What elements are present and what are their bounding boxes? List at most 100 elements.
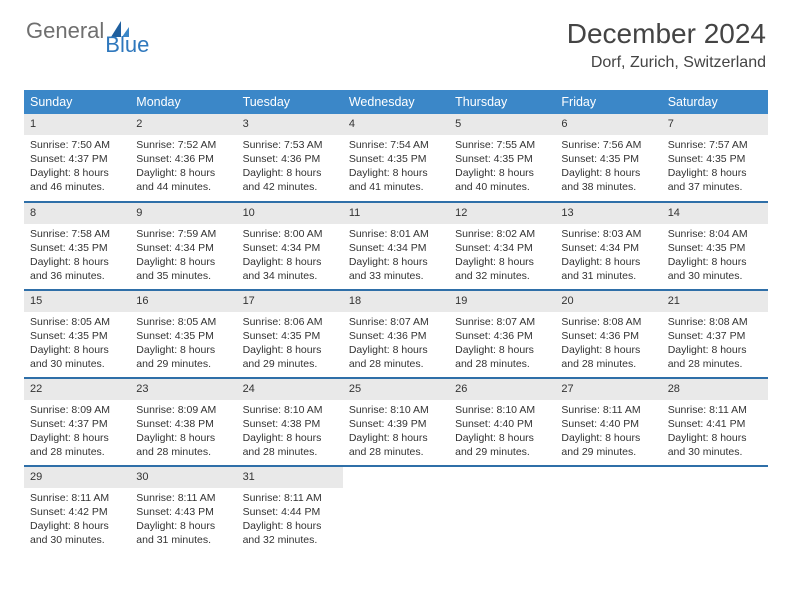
daylight-line: Daylight: 8 hours and 35 minutes. xyxy=(136,255,230,283)
sunrise-line: Sunrise: 8:09 AM xyxy=(136,403,230,417)
day-number: 24 xyxy=(237,379,343,400)
day-body: Sunrise: 8:11 AMSunset: 4:44 PMDaylight:… xyxy=(237,488,343,553)
sunrise-line: Sunrise: 7:58 AM xyxy=(30,227,124,241)
sunset-line: Sunset: 4:34 PM xyxy=(561,241,655,255)
calendar-day-cell: 8Sunrise: 7:58 AMSunset: 4:35 PMDaylight… xyxy=(24,202,130,290)
sunrise-line: Sunrise: 7:55 AM xyxy=(455,138,549,152)
calendar-day-cell: 19Sunrise: 8:07 AMSunset: 4:36 PMDayligh… xyxy=(449,290,555,378)
daylight-line: Daylight: 8 hours and 44 minutes. xyxy=(136,166,230,194)
weekday-friday: Friday xyxy=(555,90,661,114)
day-number: 19 xyxy=(449,291,555,312)
sunrise-line: Sunrise: 8:11 AM xyxy=(561,403,655,417)
day-body: Sunrise: 8:09 AMSunset: 4:37 PMDaylight:… xyxy=(24,400,130,465)
day-number: 3 xyxy=(237,114,343,135)
calendar-day-cell: 4Sunrise: 7:54 AMSunset: 4:35 PMDaylight… xyxy=(343,114,449,202)
location-text: Dorf, Zurich, Switzerland xyxy=(567,54,766,72)
daylight-line: Daylight: 8 hours and 37 minutes. xyxy=(668,166,762,194)
day-number: 22 xyxy=(24,379,130,400)
calendar-day-cell: 3Sunrise: 7:53 AMSunset: 4:36 PMDaylight… xyxy=(237,114,343,202)
calendar-day-cell: 29Sunrise: 8:11 AMSunset: 4:42 PMDayligh… xyxy=(24,466,130,554)
day-body: Sunrise: 7:58 AMSunset: 4:35 PMDaylight:… xyxy=(24,224,130,289)
day-body: Sunrise: 7:57 AMSunset: 4:35 PMDaylight:… xyxy=(662,135,768,200)
calendar-day-cell: 27Sunrise: 8:11 AMSunset: 4:40 PMDayligh… xyxy=(555,378,661,466)
calendar-day-cell: 14Sunrise: 8:04 AMSunset: 4:35 PMDayligh… xyxy=(662,202,768,290)
daylight-line: Daylight: 8 hours and 28 minutes. xyxy=(136,431,230,459)
calendar-day-cell: 28Sunrise: 8:11 AMSunset: 4:41 PMDayligh… xyxy=(662,378,768,466)
daylight-line: Daylight: 8 hours and 31 minutes. xyxy=(136,519,230,547)
sunrise-line: Sunrise: 8:06 AM xyxy=(243,315,337,329)
sunrise-line: Sunrise: 8:10 AM xyxy=(455,403,549,417)
day-body: Sunrise: 8:07 AMSunset: 4:36 PMDaylight:… xyxy=(449,312,555,377)
day-number: 28 xyxy=(662,379,768,400)
daylight-line: Daylight: 8 hours and 33 minutes. xyxy=(349,255,443,283)
calendar-day-cell: 12Sunrise: 8:02 AMSunset: 4:34 PMDayligh… xyxy=(449,202,555,290)
sunrise-line: Sunrise: 8:10 AM xyxy=(349,403,443,417)
sunrise-line: Sunrise: 7:50 AM xyxy=(30,138,124,152)
calendar-day-cell: 18Sunrise: 8:07 AMSunset: 4:36 PMDayligh… xyxy=(343,290,449,378)
sunset-line: Sunset: 4:44 PM xyxy=(243,505,337,519)
calendar-day-cell: 5Sunrise: 7:55 AMSunset: 4:35 PMDaylight… xyxy=(449,114,555,202)
calendar-day-cell: 11Sunrise: 8:01 AMSunset: 4:34 PMDayligh… xyxy=(343,202,449,290)
calendar-day-cell: 10Sunrise: 8:00 AMSunset: 4:34 PMDayligh… xyxy=(237,202,343,290)
calendar-day-cell: 21Sunrise: 8:08 AMSunset: 4:37 PMDayligh… xyxy=(662,290,768,378)
weekday-wednesday: Wednesday xyxy=(343,90,449,114)
day-body: Sunrise: 7:53 AMSunset: 4:36 PMDaylight:… xyxy=(237,135,343,200)
daylight-line: Daylight: 8 hours and 40 minutes. xyxy=(455,166,549,194)
day-number: 21 xyxy=(662,291,768,312)
sunrise-line: Sunrise: 8:08 AM xyxy=(668,315,762,329)
day-number: 23 xyxy=(130,379,236,400)
day-body: Sunrise: 8:11 AMSunset: 4:43 PMDaylight:… xyxy=(130,488,236,553)
daylight-line: Daylight: 8 hours and 29 minutes. xyxy=(561,431,655,459)
sunrise-line: Sunrise: 8:11 AM xyxy=(243,491,337,505)
day-number: 15 xyxy=(24,291,130,312)
sunset-line: Sunset: 4:36 PM xyxy=(136,152,230,166)
sunset-line: Sunset: 4:42 PM xyxy=(30,505,124,519)
day-body: Sunrise: 7:52 AMSunset: 4:36 PMDaylight:… xyxy=(130,135,236,200)
sunset-line: Sunset: 4:36 PM xyxy=(455,329,549,343)
sunrise-line: Sunrise: 8:05 AM xyxy=(136,315,230,329)
sunset-line: Sunset: 4:34 PM xyxy=(136,241,230,255)
daylight-line: Daylight: 8 hours and 28 minutes. xyxy=(243,431,337,459)
calendar-day-cell: 2Sunrise: 7:52 AMSunset: 4:36 PMDaylight… xyxy=(130,114,236,202)
weekday-tuesday: Tuesday xyxy=(237,90,343,114)
daylight-line: Daylight: 8 hours and 28 minutes. xyxy=(455,343,549,371)
day-number: 11 xyxy=(343,203,449,224)
day-body: Sunrise: 7:59 AMSunset: 4:34 PMDaylight:… xyxy=(130,224,236,289)
sunset-line: Sunset: 4:38 PM xyxy=(136,417,230,431)
day-number: 2 xyxy=(130,114,236,135)
daylight-line: Daylight: 8 hours and 38 minutes. xyxy=(561,166,655,194)
daylight-line: Daylight: 8 hours and 29 minutes. xyxy=(243,343,337,371)
day-body: Sunrise: 8:07 AMSunset: 4:36 PMDaylight:… xyxy=(343,312,449,377)
sunset-line: Sunset: 4:40 PM xyxy=(561,417,655,431)
day-number: 26 xyxy=(449,379,555,400)
day-number: 7 xyxy=(662,114,768,135)
calendar-week-row: 29Sunrise: 8:11 AMSunset: 4:42 PMDayligh… xyxy=(24,466,768,554)
day-body: Sunrise: 8:05 AMSunset: 4:35 PMDaylight:… xyxy=(24,312,130,377)
day-body: Sunrise: 8:10 AMSunset: 4:40 PMDaylight:… xyxy=(449,400,555,465)
calendar-day-cell: 24Sunrise: 8:10 AMSunset: 4:38 PMDayligh… xyxy=(237,378,343,466)
daylight-line: Daylight: 8 hours and 46 minutes. xyxy=(30,166,124,194)
calendar-week-row: 22Sunrise: 8:09 AMSunset: 4:37 PMDayligh… xyxy=(24,378,768,466)
title-block: December 2024 Dorf, Zurich, Switzerland xyxy=(567,18,766,72)
daylight-line: Daylight: 8 hours and 32 minutes. xyxy=(455,255,549,283)
day-number: 4 xyxy=(343,114,449,135)
calendar-day-cell: .. xyxy=(662,466,768,554)
daylight-line: Daylight: 8 hours and 34 minutes. xyxy=(243,255,337,283)
sunrise-line: Sunrise: 8:03 AM xyxy=(561,227,655,241)
calendar-day-cell: 25Sunrise: 8:10 AMSunset: 4:39 PMDayligh… xyxy=(343,378,449,466)
day-number: 18 xyxy=(343,291,449,312)
sunrise-line: Sunrise: 7:53 AM xyxy=(243,138,337,152)
weekday-thursday: Thursday xyxy=(449,90,555,114)
day-body: Sunrise: 8:02 AMSunset: 4:34 PMDaylight:… xyxy=(449,224,555,289)
sunset-line: Sunset: 4:41 PM xyxy=(668,417,762,431)
day-body: Sunrise: 8:09 AMSunset: 4:38 PMDaylight:… xyxy=(130,400,236,465)
day-number: 31 xyxy=(237,467,343,488)
sunset-line: Sunset: 4:37 PM xyxy=(30,152,124,166)
sunrise-line: Sunrise: 8:02 AM xyxy=(455,227,549,241)
day-number: 17 xyxy=(237,291,343,312)
day-body: Sunrise: 8:06 AMSunset: 4:35 PMDaylight:… xyxy=(237,312,343,377)
day-body: Sunrise: 8:04 AMSunset: 4:35 PMDaylight:… xyxy=(662,224,768,289)
calendar-day-cell: 1Sunrise: 7:50 AMSunset: 4:37 PMDaylight… xyxy=(24,114,130,202)
weekday-monday: Monday xyxy=(130,90,236,114)
daylight-line: Daylight: 8 hours and 30 minutes. xyxy=(30,343,124,371)
